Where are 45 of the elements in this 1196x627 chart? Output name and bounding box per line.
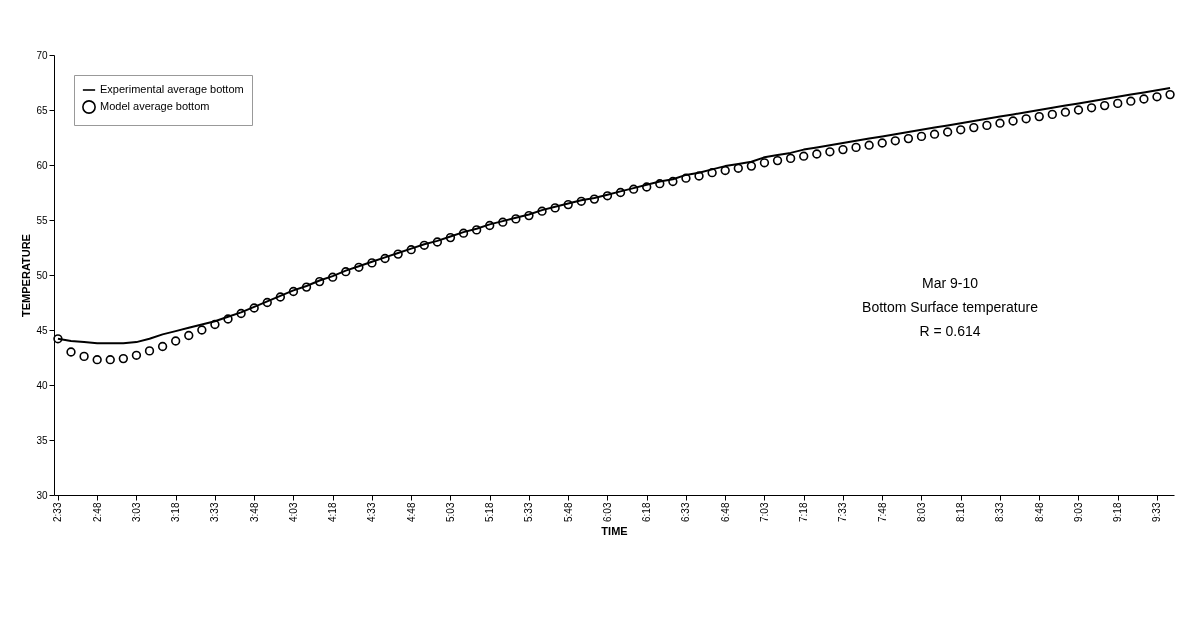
- x-tick-label: 5:33: [523, 502, 535, 522]
- y-axis-title: TEMPERATURE: [20, 234, 33, 317]
- y-tick-label: 50: [36, 269, 48, 281]
- x-tick-label: 2:48: [91, 502, 103, 522]
- y-tick-label: 30: [36, 489, 48, 501]
- y-tick-label: 35: [36, 434, 48, 446]
- x-tick-label: 7:03: [758, 502, 770, 522]
- x-axis-title: TIME: [601, 524, 628, 537]
- x-tick-label: 6:03: [601, 502, 613, 522]
- annotation: Bottom Surface temperature: [862, 298, 1039, 315]
- annotation: Mar 9-10: [921, 274, 979, 291]
- y-tick-label: 40: [36, 379, 48, 391]
- legend-label: Experimental average bottom: [100, 83, 244, 95]
- x-tick-label: 6:33: [680, 502, 692, 522]
- x-tick-label: 4:18: [327, 502, 339, 522]
- x-tick-label: 7:33: [837, 502, 849, 522]
- y-tick-label: 60: [36, 159, 48, 171]
- x-tick-label: 5:18: [484, 502, 496, 522]
- x-tick-label: 7:18: [798, 502, 810, 522]
- x-tick-label: 4:03: [287, 502, 299, 522]
- y-tick-label: 45: [36, 324, 48, 336]
- y-tick-label: 65: [36, 104, 48, 116]
- x-tick-label: 5:48: [562, 502, 574, 522]
- x-tick-label: 7:48: [876, 502, 888, 522]
- x-tick-label: 4:33: [366, 502, 378, 522]
- x-tick-label: 8:18: [955, 502, 967, 522]
- x-tick-label: 3:33: [209, 502, 221, 522]
- y-tick-label: 55: [36, 214, 48, 226]
- x-tick-label: 3:03: [130, 502, 142, 522]
- x-tick-label: 9:33: [1151, 502, 1163, 522]
- x-tick-label: 6:18: [641, 502, 653, 522]
- x-tick-label: 8:33: [994, 502, 1006, 522]
- x-tick-label: 3:18: [170, 502, 182, 522]
- x-tick-label: 9:03: [1072, 502, 1084, 522]
- x-tick-label: 8:03: [915, 502, 927, 522]
- legend-label: Model average bottom: [100, 100, 210, 112]
- x-tick-label: 3:48: [248, 502, 260, 522]
- y-tick-label: 70: [36, 49, 48, 61]
- x-tick-label: 2:33: [52, 502, 64, 522]
- annotation: R = 0.614: [919, 322, 981, 339]
- x-tick-label: 5:03: [444, 502, 456, 522]
- x-tick-label: 8:48: [1033, 502, 1045, 522]
- x-tick-label: 9:18: [1112, 502, 1124, 522]
- x-tick-label: 6:48: [719, 502, 731, 522]
- x-tick-label: 4:48: [405, 502, 417, 522]
